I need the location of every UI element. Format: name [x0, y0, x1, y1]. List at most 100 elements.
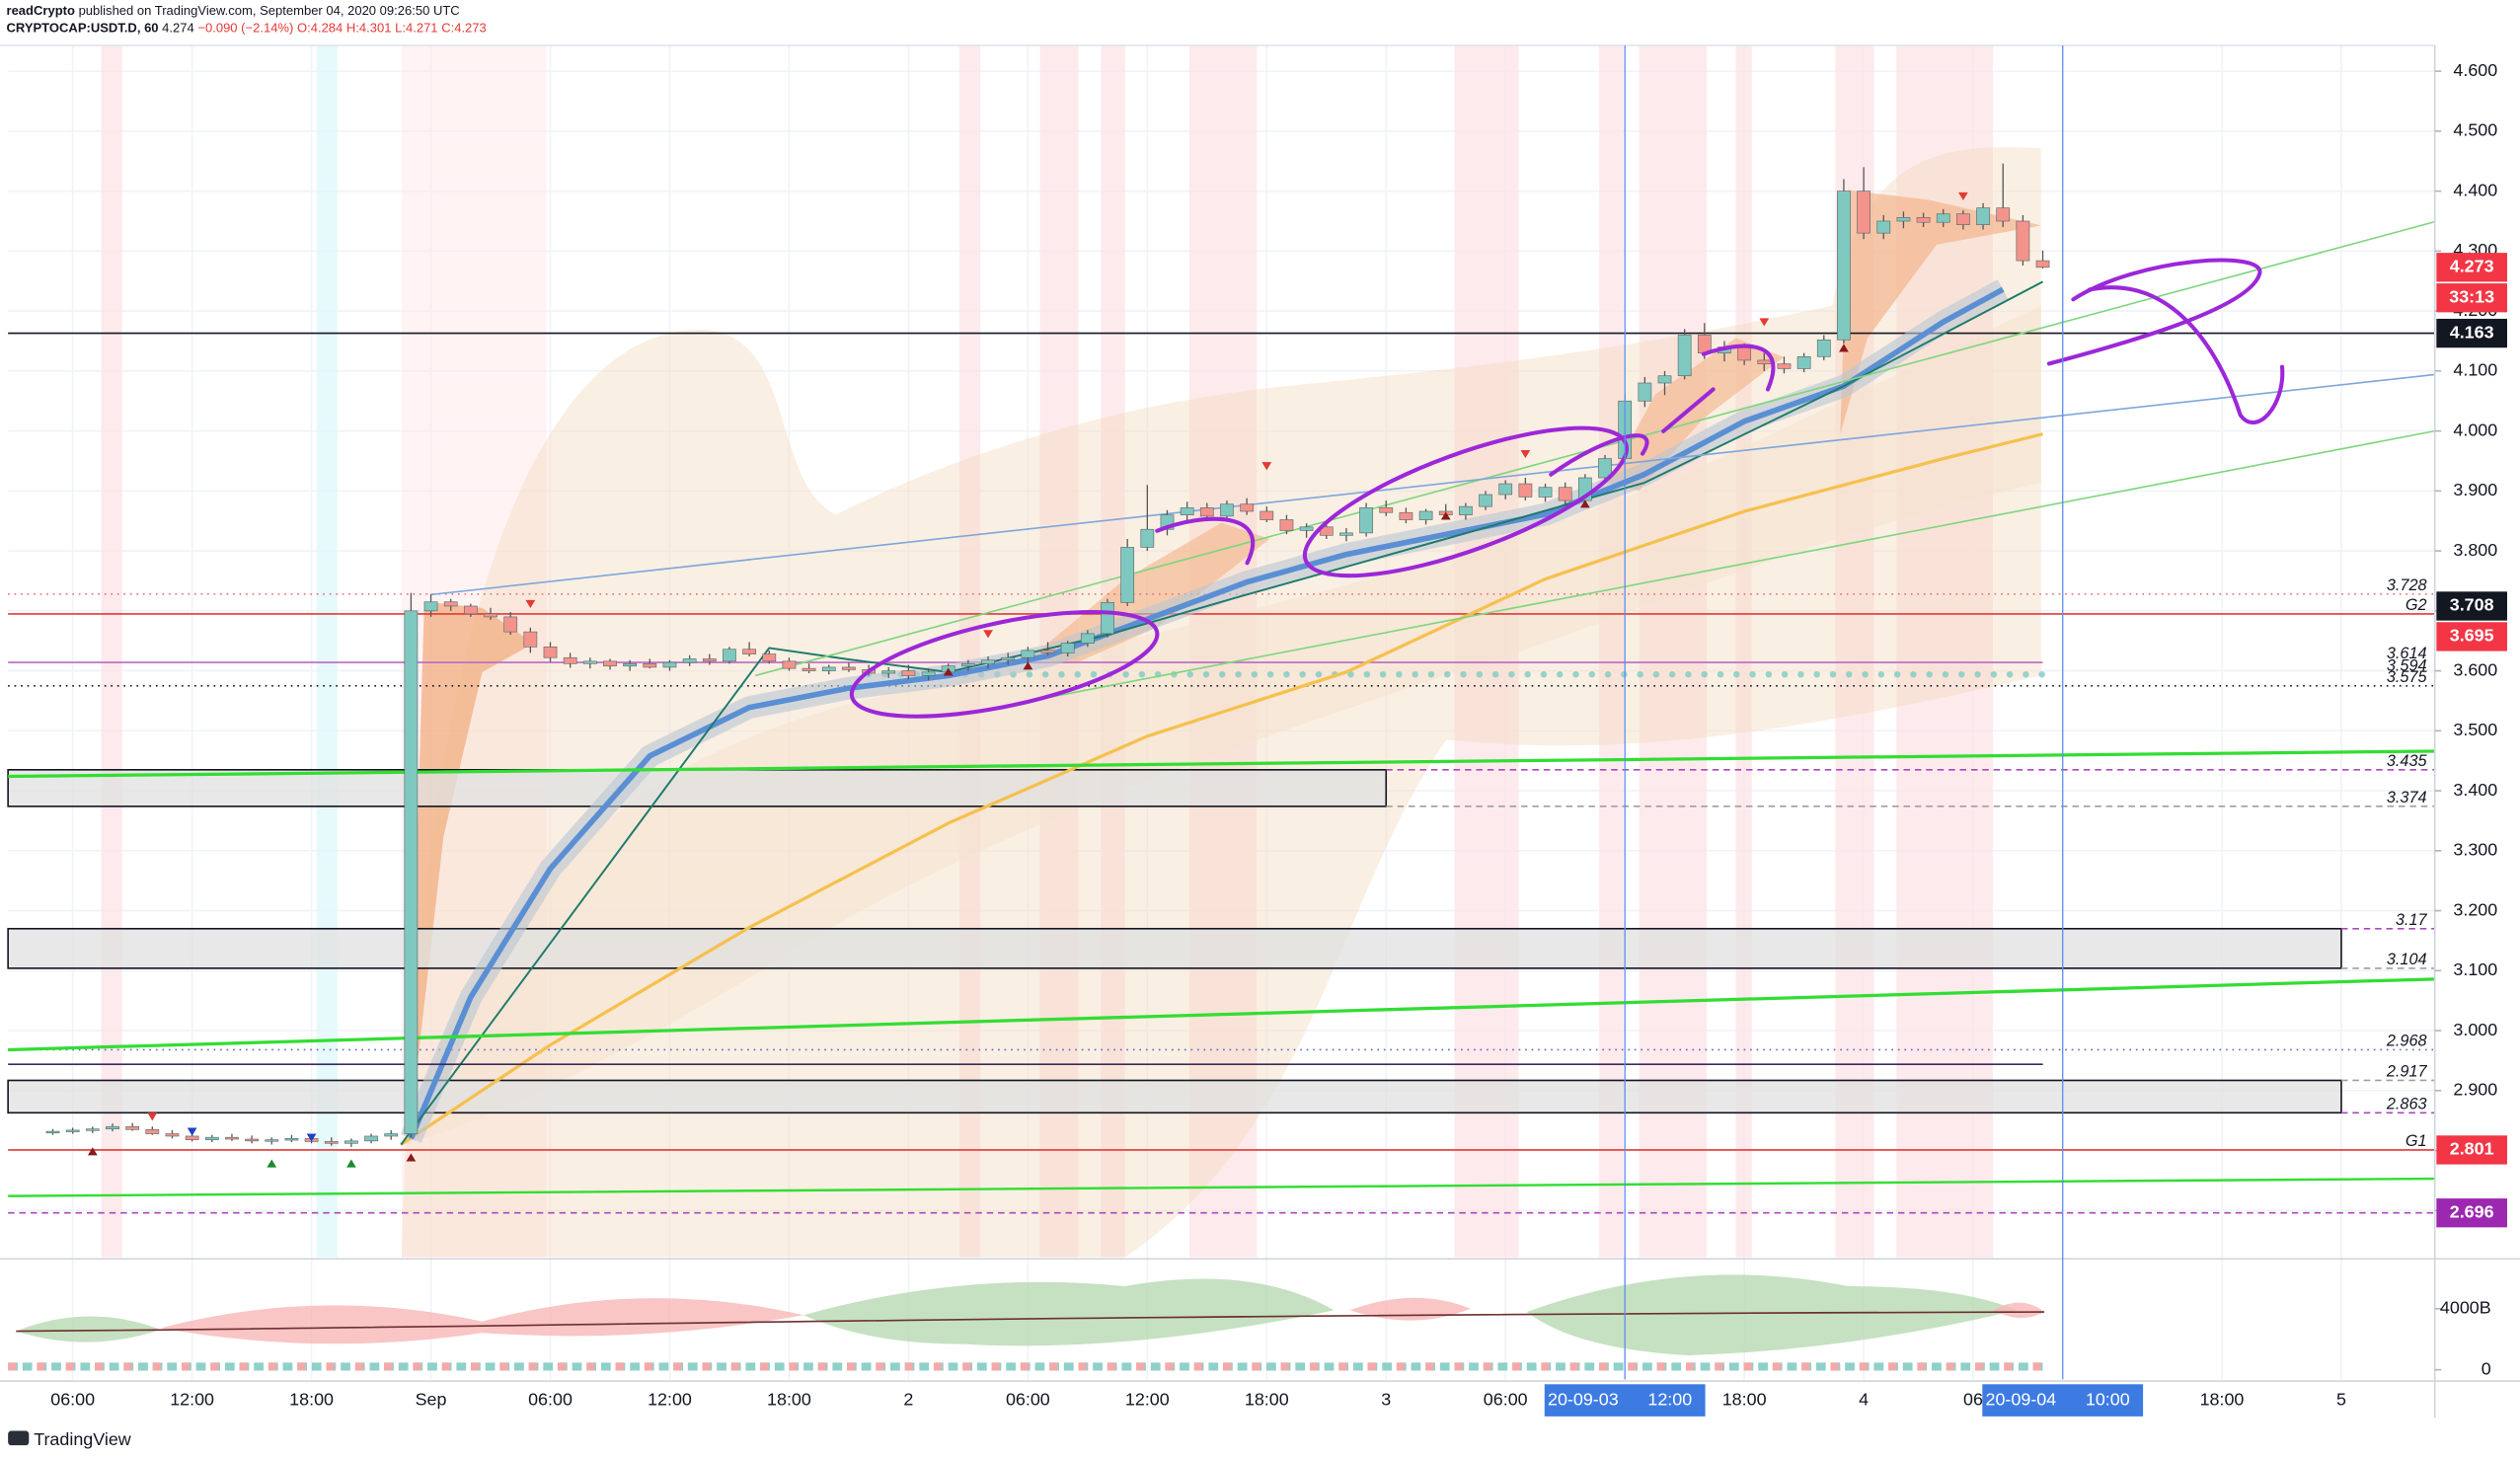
candle-body [1199, 507, 1214, 517]
band [1840, 190, 2041, 435]
candle-body [1339, 532, 1353, 536]
x-tick-label: 18:00 [289, 1389, 334, 1409]
oscillator-area [803, 1278, 1335, 1346]
signal-marker [1839, 344, 1849, 352]
x-tick-label: 5 [2336, 1389, 2346, 1409]
oscillator-area [16, 1316, 161, 1342]
logo: TradingView [34, 1429, 131, 1449]
x-tick-label: 4 [1859, 1389, 1869, 1409]
last-price: 4.274 [162, 21, 194, 36]
overlay-line [995, 429, 2435, 709]
candle-body [1558, 487, 1572, 501]
candle-body [1757, 359, 1772, 364]
candle-body [1737, 346, 1752, 361]
candle-body [821, 666, 836, 671]
candle-body [1001, 656, 1016, 660]
candle-body [245, 1138, 259, 1142]
candle-body [185, 1135, 199, 1140]
low: L:4.271 [395, 21, 437, 36]
y-tick-label: 3.100 [2453, 959, 2497, 979]
price-badge-label: 2.696 [2450, 1201, 2494, 1221]
candle-body [1021, 650, 1035, 658]
price-badge-label: 33:13 [2449, 286, 2494, 306]
price-badge [2436, 591, 2507, 621]
overlay-line [430, 373, 2435, 596]
x-tick-label: 3 [1381, 1389, 1391, 1409]
candle-body [1260, 510, 1274, 520]
candle-body [2035, 260, 2050, 268]
candle-body [1101, 602, 1114, 635]
price-badge-label: 3.695 [2450, 626, 2494, 646]
drawing [2046, 258, 2262, 366]
overlay-line [400, 432, 2043, 1146]
price-badge [2436, 318, 2507, 348]
level-label: 3.614 [2387, 645, 2427, 662]
signal-marker [1520, 450, 1531, 459]
signal-marker [87, 1147, 98, 1156]
crosshair-date: 20-09-04 [1986, 1389, 2057, 1409]
candle-body [344, 1140, 358, 1144]
candle-body [125, 1125, 140, 1130]
signal-marker [147, 1112, 158, 1121]
symbol: CRYPTOCAP:USDT.D, 60 [7, 21, 159, 36]
zone [7, 769, 1388, 807]
candle-body [1857, 191, 1871, 234]
candle-body [702, 658, 717, 662]
y-tick-label: 3.400 [2453, 780, 2497, 800]
level-label: 3.594 [2387, 656, 2427, 674]
candle-body [643, 662, 657, 668]
zone [7, 1079, 2342, 1114]
symbol-line: CRYPTOCAP:USDT.D, 60 4.274 −0.090 (−2.14… [7, 21, 487, 36]
drawing [1701, 344, 1776, 392]
candle-body [284, 1138, 299, 1141]
candle-body [443, 601, 458, 607]
y-tick-label: 4.500 [2453, 120, 2497, 140]
y-tick-label: 3.000 [2453, 1020, 2497, 1039]
candle-body [384, 1133, 399, 1137]
oscillator-tick-label: 0 [2482, 1358, 2491, 1378]
candle-body [1538, 487, 1553, 498]
price-badge-label: 4.163 [2450, 322, 2494, 342]
level-label: 3.374 [2387, 789, 2427, 806]
level-label: 3.575 [2387, 668, 2428, 686]
candle-body [463, 605, 478, 615]
price-badge-label: 3.708 [2450, 595, 2494, 615]
candle-body [802, 667, 816, 671]
price-badge [2436, 1135, 2507, 1165]
candle-body [1916, 217, 1931, 223]
candle-body [1936, 213, 1950, 223]
y-tick-label: 4.400 [2453, 180, 2497, 199]
candle-body [1359, 507, 1373, 534]
candle-body [1060, 643, 1075, 653]
y-tick-label: 3.800 [2453, 540, 2497, 560]
level-label: 3.104 [2387, 951, 2427, 968]
crosshair-label-box [1544, 1384, 1706, 1417]
price-badge [2436, 253, 2507, 282]
candle-body [1598, 458, 1612, 479]
signal-marker [346, 1159, 356, 1168]
band [1029, 522, 1270, 663]
drawing [2087, 285, 2285, 424]
candle-body [582, 660, 597, 664]
candle-body [1976, 207, 1990, 225]
band [1607, 338, 1785, 492]
y-tick-label: 2.900 [2453, 1080, 2497, 1100]
candle-body [106, 1125, 119, 1130]
crosshair-time: 10:00 [2086, 1389, 2130, 1409]
x-tick-label: 18:00 [1722, 1389, 1767, 1409]
candle-body [1180, 507, 1194, 515]
y-tick-label: 4.000 [2453, 420, 2497, 439]
y-tick-label: 3.500 [2453, 720, 2497, 739]
candle-body [881, 670, 896, 674]
drawing [1302, 425, 1629, 578]
candle-body [1240, 503, 1255, 512]
candle-body [842, 666, 856, 670]
stripe [1639, 45, 1708, 1258]
candle-body [1657, 375, 1672, 384]
candle-body [1379, 507, 1394, 513]
signal-marker [1759, 318, 1770, 327]
author: readCrypto [7, 3, 75, 18]
oscillator-tick-label: 4000B [2440, 1298, 2491, 1318]
high: H:4.301 [346, 21, 392, 36]
